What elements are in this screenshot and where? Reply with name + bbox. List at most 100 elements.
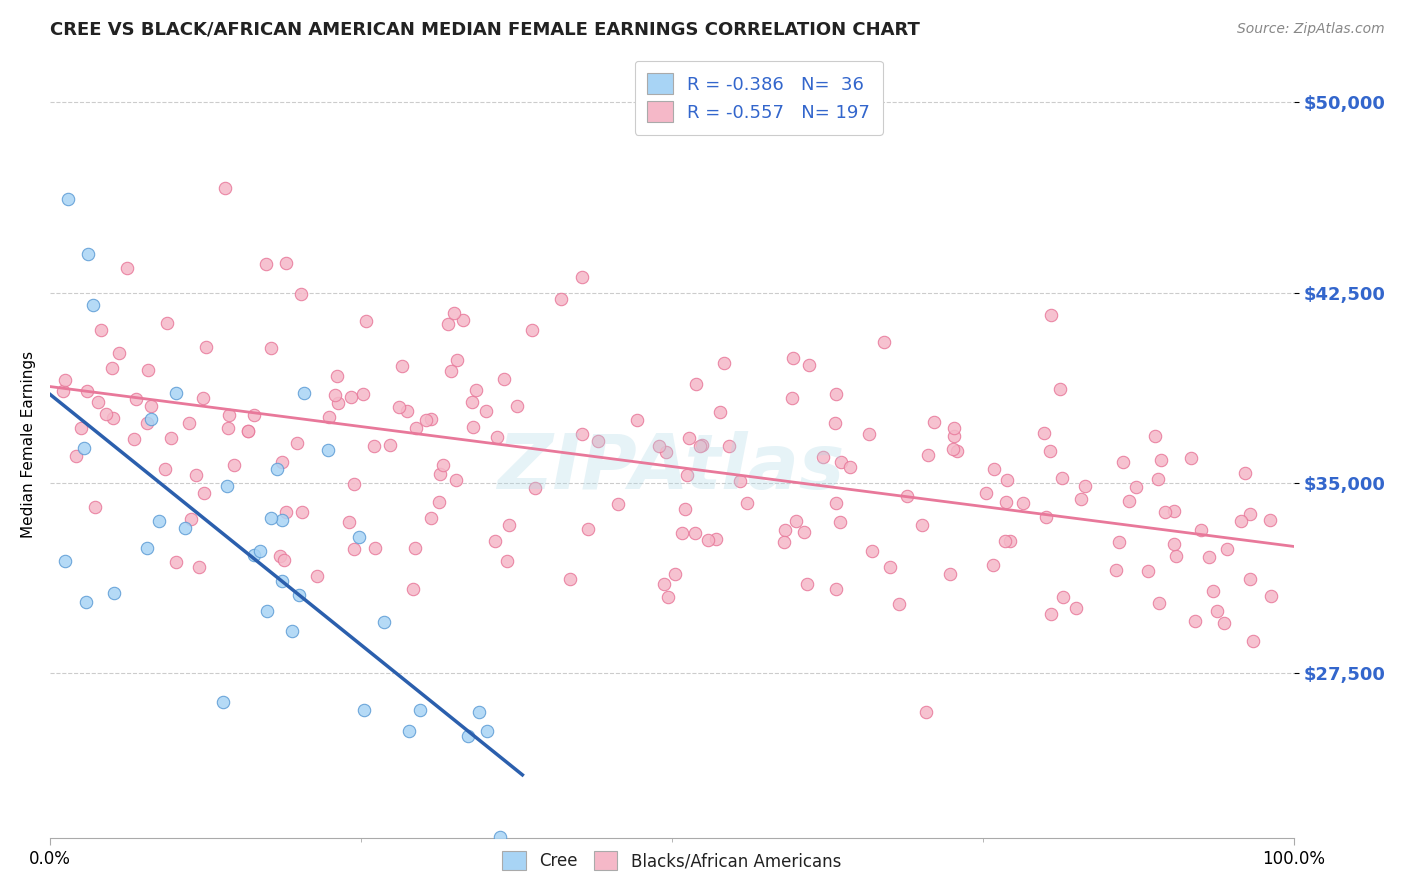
Point bbox=[285, 436, 308, 450]
Point bbox=[775, 523, 797, 537]
Point bbox=[994, 534, 1017, 549]
Point bbox=[363, 541, 385, 556]
Point bbox=[260, 341, 283, 355]
Point bbox=[728, 474, 751, 488]
Point bbox=[911, 517, 934, 532]
Point bbox=[675, 467, 697, 482]
Point bbox=[266, 461, 288, 475]
Point bbox=[337, 515, 360, 529]
Point bbox=[353, 703, 375, 717]
Point bbox=[915, 705, 938, 719]
Point bbox=[704, 532, 727, 546]
Point bbox=[896, 489, 918, 503]
Point bbox=[657, 590, 679, 604]
Point bbox=[136, 363, 159, 377]
Point bbox=[274, 256, 297, 270]
Point bbox=[1189, 523, 1212, 537]
Point bbox=[159, 431, 181, 445]
Point bbox=[558, 572, 581, 586]
Point bbox=[1000, 534, 1022, 549]
Point bbox=[352, 387, 374, 401]
Point bbox=[256, 604, 278, 618]
Point bbox=[1040, 607, 1063, 622]
Point bbox=[652, 577, 675, 591]
Point bbox=[689, 439, 711, 453]
Point bbox=[388, 401, 411, 415]
Point bbox=[772, 535, 794, 549]
Point bbox=[785, 514, 807, 528]
Point bbox=[446, 352, 468, 367]
Point bbox=[432, 458, 454, 472]
Point bbox=[498, 517, 520, 532]
Point bbox=[942, 442, 965, 457]
Point bbox=[100, 360, 122, 375]
Point bbox=[65, 449, 87, 463]
Point bbox=[467, 705, 489, 719]
Point bbox=[1039, 443, 1062, 458]
Point bbox=[489, 830, 512, 844]
Point bbox=[492, 372, 515, 386]
Point bbox=[1049, 382, 1071, 396]
Point bbox=[307, 569, 329, 583]
Point bbox=[405, 421, 427, 435]
Point bbox=[391, 359, 413, 373]
Point bbox=[453, 312, 475, 326]
Point bbox=[981, 558, 1004, 572]
Point bbox=[270, 513, 292, 527]
Point bbox=[1073, 479, 1095, 493]
Point bbox=[523, 481, 546, 495]
Point bbox=[165, 385, 187, 400]
Point bbox=[90, 323, 112, 337]
Point bbox=[52, 384, 75, 398]
Point bbox=[858, 426, 880, 441]
Point bbox=[1108, 534, 1130, 549]
Point bbox=[939, 567, 962, 582]
Point bbox=[496, 554, 519, 568]
Point bbox=[398, 724, 420, 739]
Point bbox=[697, 533, 720, 547]
Point bbox=[1153, 506, 1175, 520]
Text: Source: ZipAtlas.com: Source: ZipAtlas.com bbox=[1237, 22, 1385, 37]
Point bbox=[550, 292, 572, 306]
Point bbox=[354, 314, 377, 328]
Point bbox=[486, 429, 509, 443]
Point bbox=[87, 395, 110, 409]
Point bbox=[217, 479, 239, 493]
Point bbox=[217, 421, 239, 435]
Point bbox=[326, 395, 349, 409]
Point bbox=[860, 543, 883, 558]
Point bbox=[318, 409, 340, 424]
Point bbox=[664, 567, 686, 582]
Point bbox=[922, 415, 945, 429]
Point bbox=[340, 390, 363, 404]
Point bbox=[101, 411, 124, 425]
Point bbox=[436, 317, 458, 331]
Point bbox=[427, 495, 450, 509]
Point bbox=[683, 526, 706, 541]
Point bbox=[457, 729, 479, 743]
Point bbox=[136, 541, 159, 555]
Point bbox=[243, 408, 266, 422]
Point bbox=[236, 424, 259, 438]
Point bbox=[180, 511, 202, 525]
Y-axis label: Median Female Earnings: Median Female Earnings bbox=[21, 351, 35, 539]
Point bbox=[53, 554, 76, 568]
Point bbox=[1234, 467, 1257, 481]
Point bbox=[520, 324, 543, 338]
Point bbox=[75, 595, 97, 609]
Point bbox=[347, 530, 370, 544]
Point bbox=[323, 388, 346, 402]
Point bbox=[824, 417, 846, 431]
Point bbox=[254, 257, 277, 271]
Point bbox=[404, 541, 426, 555]
Point bbox=[983, 462, 1005, 476]
Point bbox=[292, 385, 315, 400]
Point bbox=[409, 703, 432, 717]
Point bbox=[1052, 591, 1074, 605]
Point bbox=[484, 533, 506, 548]
Point bbox=[70, 421, 93, 435]
Point bbox=[460, 395, 482, 409]
Point bbox=[943, 421, 966, 435]
Point bbox=[685, 376, 707, 391]
Point bbox=[83, 500, 105, 515]
